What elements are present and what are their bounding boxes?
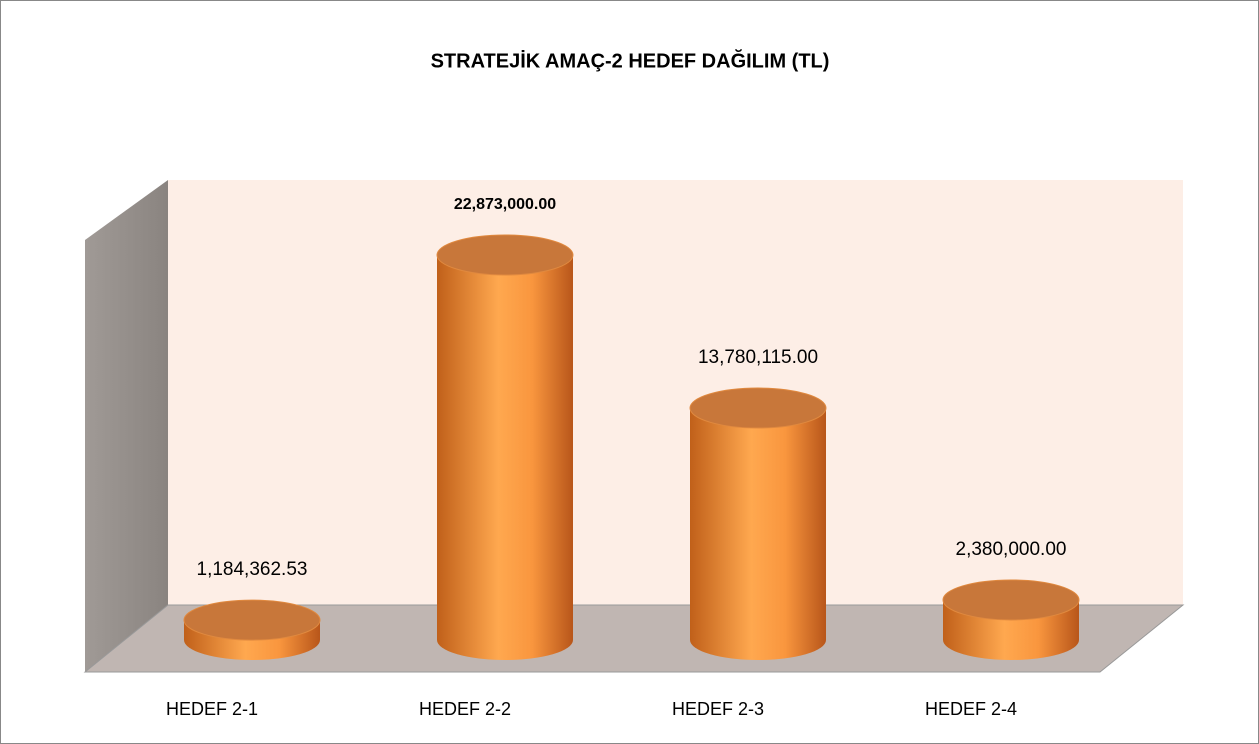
bar [436,234,574,660]
x-tick-label: HEDEF 2-3 [672,699,764,719]
bar [942,579,1080,660]
cylinder-top [689,387,827,429]
data-label: 1,184,362.53 [197,559,308,580]
data-label: 13,780,115.00 [698,347,818,368]
cylinder-top [436,234,574,276]
cylinder-top [942,579,1080,621]
chart-title: STRATEJİK AMAÇ-2 HEDEF DAĞILIM (TL) [431,48,830,72]
bar [183,599,321,660]
x-tick-label: HEDEF 2-1 [166,699,258,719]
data-label: 2,380,000.00 [956,539,1067,560]
bar [689,387,827,660]
cylinder-body [437,255,573,660]
side-wall [85,180,168,672]
x-tick-label: HEDEF 2-4 [925,699,1017,719]
cylinder-body [690,408,826,660]
back-wall [168,180,1183,605]
x-tick-label: HEDEF 2-2 [419,699,511,719]
cylinder-top [183,599,321,641]
floor [83,604,1185,673]
data-label: 22,873,000.00 [454,196,556,213]
